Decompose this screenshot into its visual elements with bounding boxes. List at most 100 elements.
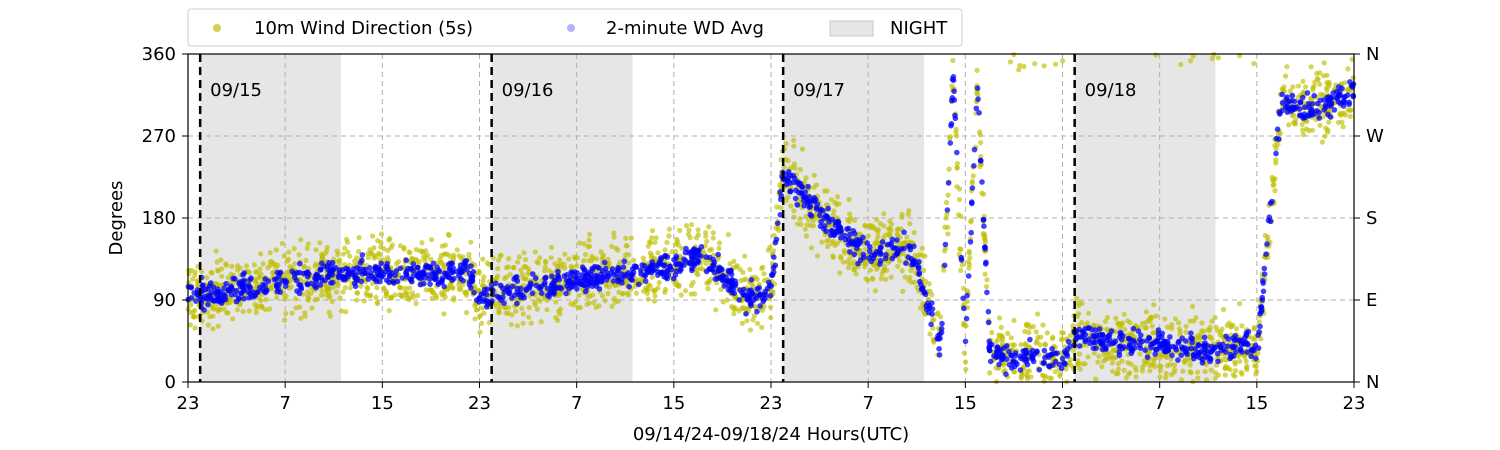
data-point bbox=[946, 166, 952, 172]
data-point bbox=[340, 251, 346, 257]
data-point bbox=[619, 280, 625, 286]
data-point bbox=[451, 295, 457, 301]
data-point bbox=[666, 233, 672, 239]
data-point bbox=[716, 245, 722, 251]
data-point bbox=[581, 241, 587, 247]
data-point bbox=[996, 361, 1002, 368]
data-point bbox=[345, 239, 351, 245]
data-point bbox=[432, 276, 438, 282]
data-point bbox=[1295, 83, 1302, 89]
data-point bbox=[1119, 358, 1125, 364]
data-point bbox=[957, 246, 963, 252]
data-point bbox=[423, 287, 429, 293]
data-point bbox=[1260, 288, 1267, 295]
data-point bbox=[1058, 337, 1065, 343]
data-point bbox=[1116, 349, 1123, 355]
data-point bbox=[668, 266, 675, 273]
data-point bbox=[367, 247, 373, 253]
data-point bbox=[1314, 108, 1320, 114]
data-point bbox=[542, 279, 548, 286]
data-point bbox=[365, 255, 371, 261]
data-point bbox=[210, 326, 216, 332]
data-point bbox=[985, 319, 992, 326]
data-point bbox=[1207, 335, 1213, 341]
data-point bbox=[1102, 318, 1108, 324]
data-point bbox=[785, 175, 792, 182]
data-point bbox=[976, 110, 982, 116]
data-point bbox=[274, 294, 280, 301]
data-point bbox=[1257, 323, 1263, 330]
data-point bbox=[973, 105, 980, 112]
data-point bbox=[511, 264, 517, 271]
data-point bbox=[706, 266, 713, 272]
data-point bbox=[888, 221, 895, 227]
data-point bbox=[731, 258, 737, 264]
data-point bbox=[326, 259, 332, 266]
data-point bbox=[757, 292, 763, 299]
data-point bbox=[907, 274, 913, 281]
data-point bbox=[422, 258, 428, 264]
data-point bbox=[878, 244, 884, 251]
legend-label-wd-avg: 2-minute WD Avg bbox=[606, 18, 764, 39]
data-point bbox=[1256, 329, 1262, 335]
data-point bbox=[1295, 94, 1301, 100]
data-point bbox=[1167, 334, 1173, 340]
data-point bbox=[1230, 335, 1236, 341]
right-axis-label: W bbox=[1366, 126, 1384, 147]
data-point bbox=[415, 292, 421, 299]
data-point bbox=[448, 260, 454, 267]
data-point bbox=[626, 252, 632, 258]
x-tick-label: 23 bbox=[1343, 393, 1366, 414]
data-point bbox=[525, 271, 531, 277]
data-point bbox=[825, 243, 831, 250]
data-point bbox=[1100, 358, 1107, 364]
data-point bbox=[1251, 347, 1257, 354]
data-point bbox=[326, 286, 332, 292]
data-point bbox=[823, 228, 830, 235]
data-point bbox=[1152, 346, 1159, 353]
data-point bbox=[1026, 368, 1032, 374]
data-point bbox=[591, 300, 597, 306]
data-point bbox=[507, 272, 513, 278]
data-point bbox=[522, 276, 528, 282]
data-point bbox=[1192, 346, 1199, 352]
data-point bbox=[651, 288, 657, 294]
data-point bbox=[600, 254, 606, 260]
data-point bbox=[1311, 83, 1317, 89]
data-point bbox=[1011, 363, 1018, 370]
data-point bbox=[1207, 355, 1213, 361]
data-point bbox=[1147, 318, 1153, 324]
data-point bbox=[791, 208, 797, 214]
data-point bbox=[936, 352, 943, 358]
data-point bbox=[191, 314, 197, 320]
data-point bbox=[274, 288, 281, 295]
data-point bbox=[317, 282, 324, 288]
data-point bbox=[901, 229, 907, 235]
data-point bbox=[557, 261, 564, 267]
data-point bbox=[210, 284, 217, 291]
data-point bbox=[1175, 340, 1181, 346]
data-point bbox=[673, 248, 679, 255]
data-point bbox=[1035, 334, 1041, 340]
data-point bbox=[354, 255, 360, 261]
data-point bbox=[403, 271, 410, 278]
data-point bbox=[903, 260, 909, 267]
data-point bbox=[573, 263, 580, 269]
data-point bbox=[1035, 311, 1041, 317]
data-point bbox=[523, 286, 530, 292]
data-point bbox=[589, 267, 595, 274]
data-point bbox=[683, 223, 690, 229]
data-point bbox=[192, 325, 198, 331]
data-point bbox=[713, 307, 719, 313]
data-point bbox=[313, 261, 319, 267]
data-point bbox=[312, 283, 318, 289]
data-point bbox=[682, 249, 689, 256]
data-point bbox=[824, 214, 830, 220]
data-point bbox=[1090, 345, 1097, 352]
data-point bbox=[429, 295, 435, 302]
data-point bbox=[845, 265, 852, 271]
data-point bbox=[1153, 313, 1159, 319]
data-point bbox=[521, 264, 527, 270]
data-point bbox=[381, 286, 387, 292]
x-tick-label: 15 bbox=[954, 393, 977, 414]
